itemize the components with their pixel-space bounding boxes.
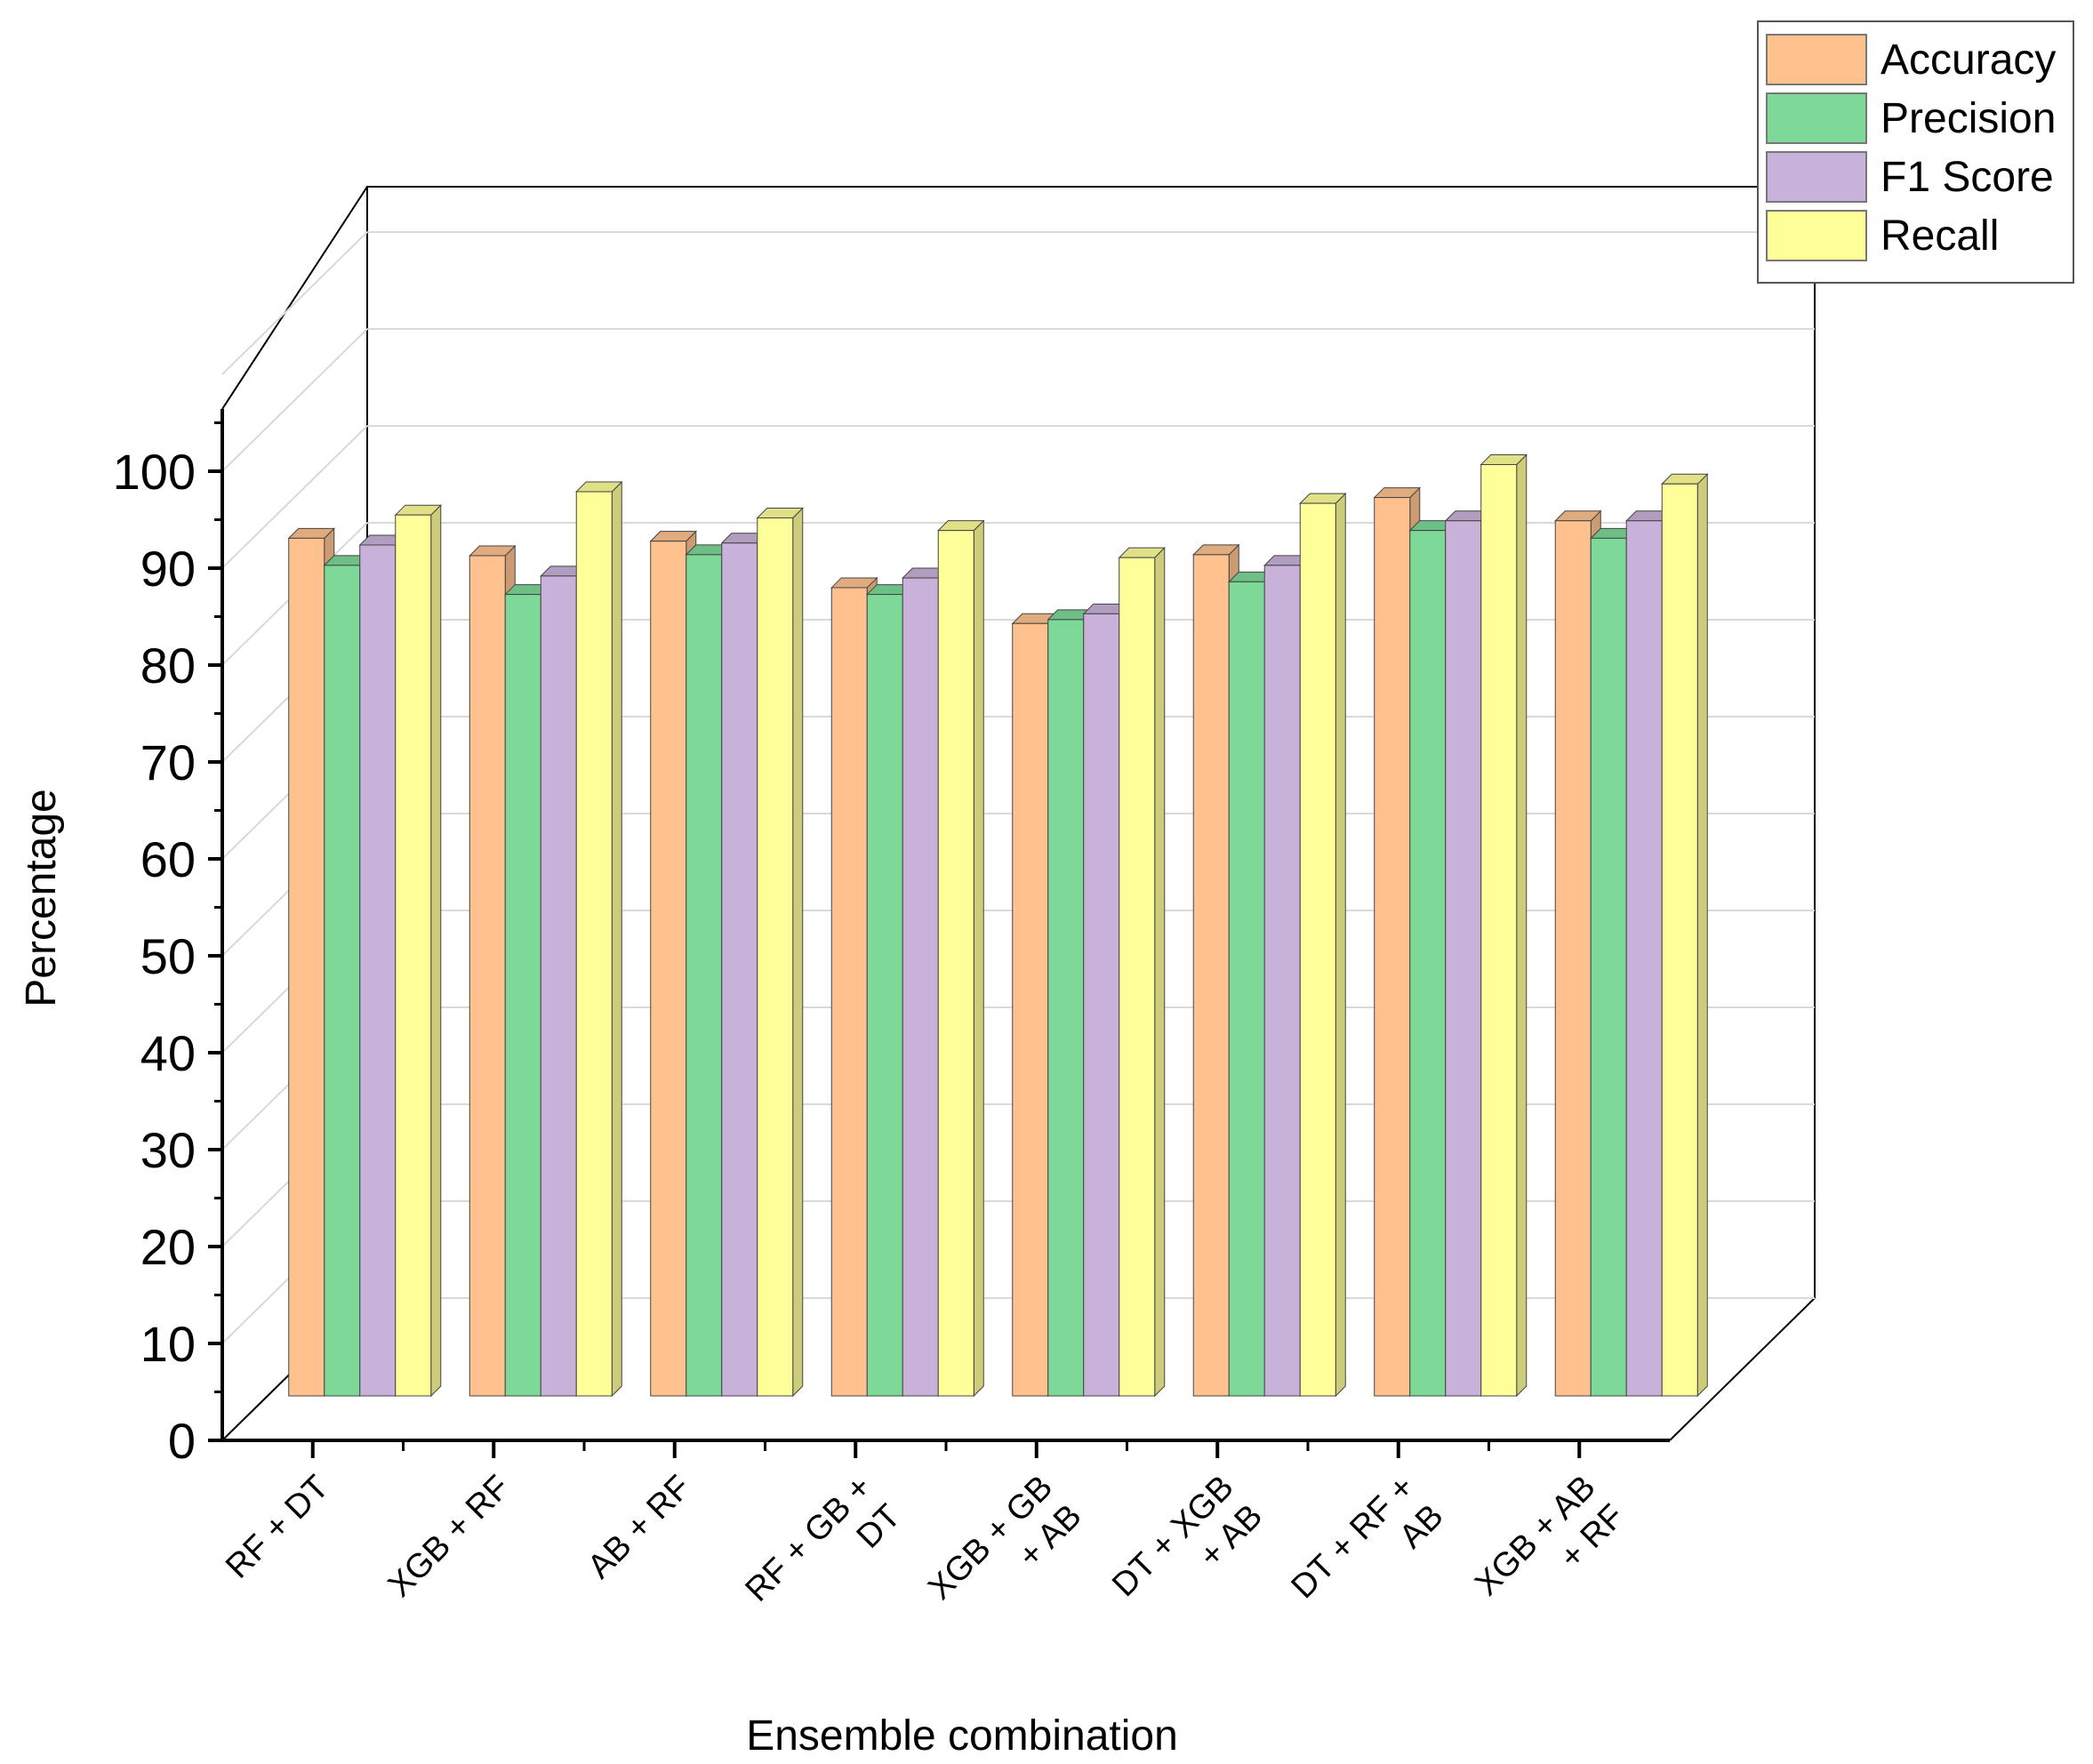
bar-front (1480, 464, 1518, 1397)
bar-front (469, 555, 506, 1397)
bar-side (1696, 473, 1708, 1398)
bar-recall (1480, 453, 1528, 1398)
x-axis-title: Ensemble combination (746, 1712, 1178, 1760)
bar-front (395, 514, 432, 1397)
bar-front (1554, 520, 1592, 1397)
bar-front (1299, 502, 1336, 1397)
y-tick-label: 30 (140, 1122, 196, 1178)
y-tick-label: 0 (168, 1413, 196, 1469)
bar-front (686, 554, 723, 1397)
bar-side (1516, 453, 1528, 1398)
x-tick-label: XGB + RF (381, 1469, 517, 1605)
bar-recall (1661, 473, 1709, 1398)
x-tick-label: RF + GB +DT (738, 1469, 908, 1639)
legend-label: Precision (1880, 95, 2056, 142)
bar-front (937, 530, 974, 1397)
bar-recall (756, 507, 804, 1398)
y-tick-label: 80 (140, 637, 196, 694)
bar-side (611, 480, 622, 1398)
bar-front (1661, 483, 1698, 1397)
bar-front (1083, 613, 1120, 1397)
bar-front (1590, 537, 1627, 1397)
bar-front (1263, 565, 1301, 1397)
bar-front (359, 544, 397, 1397)
x-tick-label-line: XGB + RF (381, 1469, 517, 1605)
bar-front (866, 594, 903, 1397)
x-tick-label: DT + RF +AB (1284, 1469, 1450, 1635)
gridline-left-wall (221, 425, 368, 569)
y-axis: 0 10 20 30 40 50 60 70 80 90 100 (113, 421, 222, 1469)
y-tick-label: 40 (140, 1025, 196, 1081)
legend-label: Accuracy (1880, 36, 2056, 84)
bar-front (1192, 554, 1230, 1397)
bar-front (1374, 497, 1411, 1397)
left-top-edge (221, 186, 368, 410)
x-tick-label: DT + XGB+ AB (1105, 1469, 1270, 1633)
bar-front (1445, 520, 1482, 1397)
x-tick-label: RF + DT (219, 1469, 336, 1586)
gridline-left-wall (221, 328, 368, 472)
bar-recall (1118, 546, 1166, 1398)
gridline-left-wall (221, 231, 368, 375)
y-axis-title: Percentage (18, 789, 65, 1007)
bar-front (324, 565, 361, 1397)
x-tick-label-line: RF + GB + (738, 1469, 878, 1609)
y-tick-label: 10 (140, 1316, 196, 1372)
bar-side (792, 507, 804, 1398)
y-tick-label: 70 (140, 734, 196, 790)
bar-f1-score (902, 566, 950, 1398)
y-tick-label: 60 (140, 831, 196, 887)
y-tick-label: 50 (140, 928, 196, 984)
x-tick-label-line: AB + RF (581, 1469, 698, 1586)
bar-side (430, 503, 442, 1398)
bar-front (1409, 530, 1447, 1397)
bar-front (902, 577, 939, 1397)
legend-swatch (1766, 151, 1867, 203)
bar-front (650, 541, 687, 1397)
bar-front (1625, 520, 1663, 1397)
bar-recall (394, 503, 442, 1398)
legend: Accuracy Precision F1 Score Recall (1757, 20, 2074, 284)
bar-side (1335, 492, 1346, 1398)
x-tick-label: XGB + GB+ AB (921, 1469, 1088, 1636)
legend-swatch (1766, 34, 1867, 85)
bar-front (1047, 619, 1085, 1397)
floor-right-edge (1669, 1297, 1816, 1441)
bar-front (830, 587, 868, 1397)
bar-front (1228, 581, 1265, 1397)
bar-front (721, 542, 758, 1397)
bar-front (1012, 622, 1049, 1397)
x-axis: RF + DT XGB + RF AB + RF RF + GB +DT XGB + G… (219, 1440, 1632, 1639)
bar-front (757, 517, 794, 1397)
bar-recall (575, 480, 623, 1398)
bar-recall (1299, 492, 1347, 1398)
bar-front (575, 491, 613, 1397)
bars (287, 453, 1709, 1398)
bar-front (504, 594, 541, 1397)
bar-front (288, 537, 325, 1397)
bar-front (1119, 557, 1156, 1397)
y-tick-label: 100 (113, 444, 196, 500)
bar-side (973, 519, 984, 1398)
bar-precision (866, 583, 914, 1398)
bar-side (1154, 546, 1166, 1398)
bar-recall (937, 519, 985, 1398)
legend-label: Recall (1880, 212, 1999, 260)
legend-swatch (1766, 92, 1867, 144)
y-tick-label: 90 (140, 541, 196, 597)
bar-front (540, 575, 577, 1397)
x-tick-label: XGB + AB+ RF (1468, 1469, 1632, 1632)
x-tick-label-line: RF + DT (219, 1469, 336, 1586)
legend-label: F1 Score (1880, 154, 2054, 201)
legend-swatch (1766, 210, 1867, 261)
x-tick-label: AB + RF (581, 1469, 698, 1586)
y-tick-label: 20 (140, 1219, 196, 1275)
